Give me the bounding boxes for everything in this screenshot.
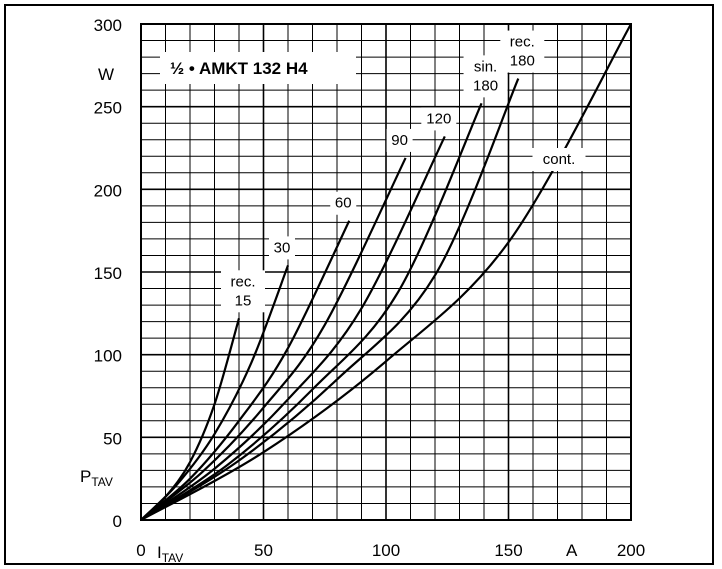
curve-label-text: 15 [235,292,252,309]
curve-label-text: rec. [510,34,535,51]
y-unit-bg [92,62,120,84]
y-tick-label: 200 [94,181,122,200]
figure-frame [4,4,714,565]
curve-label: 90 [386,128,413,152]
y-tick-label: 150 [94,264,122,283]
curve-label: 60 [330,191,357,215]
curve-label-text: 90 [391,132,408,149]
curves [140,23,632,521]
curve-rec-180 [140,78,520,521]
curve-label-text: cont. [543,151,576,168]
curve-sin-180 [140,102,483,521]
curve-label-bg [500,30,545,73]
x-tick-labels: 0 50 100 150 200 [136,541,645,560]
y-axis-subscript: TAV [91,475,113,489]
curve-label: sin. 180 [463,55,508,98]
y-tick-labels: 0 50 100 150 200 250 300 [94,16,122,531]
curve-label-text: 30 [274,239,291,256]
y-tick-label: 100 [94,347,122,366]
curve-label-text: 180 [473,77,498,94]
grid [141,24,631,520]
curve-label-bg [463,55,508,98]
curve-label-bg [386,128,413,152]
plot-border [140,23,632,521]
chart-title: ½ • AMKT 132 H4 [170,59,308,78]
curve-label-bg [221,270,265,313]
curve-label: cont. [532,148,586,171]
curve-120 [140,135,446,521]
curve-label-bg [532,148,586,171]
curve-30 [140,264,290,521]
curve-label: rec. 15 [221,270,265,313]
curve-90 [140,157,407,521]
y-tick-label: 250 [94,99,122,118]
curve-label-text: sin. [474,58,497,75]
x-axis-subscript: TAV [162,551,184,565]
y-tick-label: 0 [113,512,122,531]
x-tick-label: 200 [617,541,645,560]
y-tick-label: 50 [103,429,122,448]
x-tick-label: 50 [254,541,273,560]
x-tick-label: 150 [494,541,522,560]
y-axis-label: PTAV [80,467,113,489]
x-axis-symbol: I [157,543,162,562]
y-axis-symbol: P [80,467,91,486]
curve-label: 30 [269,236,295,260]
curve-label-text: 120 [426,110,451,127]
curve-60 [140,220,351,521]
y-tick-label: 300 [94,16,122,35]
x-unit: A [566,541,578,560]
x-axis-label: ITAV [157,543,183,565]
x-tick-label: 100 [372,541,400,560]
curve-label-bg [421,107,457,131]
curve-label-bg [330,191,357,215]
curve-label-bg [269,236,295,260]
curve-label: rec. 180 [500,30,545,73]
curve-label-text: 180 [510,53,535,70]
curve-labels: rec. 15 30 60 90 120 sin. 180 rec. 180 cont. [221,30,586,313]
y-unit: W [98,65,114,84]
curve-label-text: rec. [230,273,255,290]
x-tick-label: 0 [136,541,145,560]
curve-label-text: 60 [335,195,352,212]
title-box [160,52,356,84]
curve-label: 120 [421,107,457,131]
